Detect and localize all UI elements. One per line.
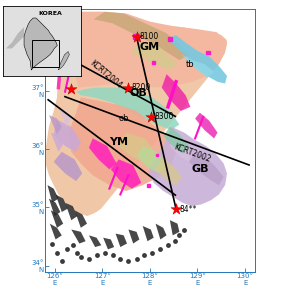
Polygon shape [24, 18, 57, 70]
Polygon shape [136, 146, 168, 173]
Point [148, 114, 153, 119]
Polygon shape [156, 154, 158, 156]
Point [134, 34, 139, 39]
Polygon shape [170, 220, 179, 235]
Polygon shape [131, 41, 178, 70]
Point [174, 207, 178, 211]
Polygon shape [163, 127, 189, 154]
Polygon shape [116, 234, 127, 247]
Polygon shape [71, 230, 86, 244]
Text: GB: GB [191, 164, 209, 174]
Polygon shape [49, 164, 74, 199]
Polygon shape [103, 238, 114, 249]
Text: KOREA: KOREA [38, 11, 62, 16]
Polygon shape [148, 184, 150, 187]
Text: 84**: 84** [179, 205, 197, 213]
Polygon shape [156, 224, 166, 239]
Text: OB: OB [129, 88, 147, 98]
Polygon shape [156, 158, 182, 185]
Polygon shape [51, 210, 63, 228]
Polygon shape [58, 52, 69, 70]
Polygon shape [128, 230, 139, 244]
Polygon shape [74, 210, 87, 228]
Polygon shape [189, 150, 224, 185]
Polygon shape [143, 226, 154, 241]
Polygon shape [58, 107, 71, 127]
Polygon shape [6, 27, 24, 48]
Text: KCRT2004: KCRT2004 [88, 58, 124, 90]
Polygon shape [65, 203, 77, 220]
Polygon shape [60, 10, 227, 88]
Polygon shape [65, 72, 67, 74]
Polygon shape [170, 136, 195, 162]
Polygon shape [206, 51, 210, 54]
Polygon shape [166, 35, 227, 84]
Polygon shape [89, 138, 116, 169]
Polygon shape [54, 152, 82, 181]
Polygon shape [76, 88, 179, 130]
Bar [32, 40, 58, 67]
Polygon shape [94, 12, 190, 60]
Text: 8300: 8300 [154, 112, 173, 121]
Polygon shape [118, 133, 159, 165]
Polygon shape [46, 9, 227, 216]
Text: ob: ob [118, 114, 129, 123]
Polygon shape [51, 133, 63, 152]
Text: 8100: 8100 [140, 32, 159, 41]
Text: GM: GM [140, 42, 160, 52]
Polygon shape [54, 120, 81, 152]
Polygon shape [89, 235, 101, 247]
Polygon shape [49, 115, 62, 134]
Text: 8200: 8200 [132, 83, 151, 92]
Polygon shape [168, 37, 172, 41]
Polygon shape [57, 66, 59, 68]
Polygon shape [133, 34, 139, 39]
Text: tb: tb [186, 60, 195, 69]
Text: YM: YM [109, 137, 128, 147]
Polygon shape [47, 185, 58, 203]
Point [126, 85, 131, 90]
Polygon shape [111, 159, 141, 189]
Polygon shape [181, 54, 214, 78]
Polygon shape [49, 199, 60, 216]
Polygon shape [50, 224, 62, 239]
Point [69, 87, 74, 92]
Polygon shape [56, 194, 68, 212]
Polygon shape [195, 113, 217, 138]
Polygon shape [152, 61, 155, 64]
Polygon shape [68, 98, 176, 191]
Polygon shape [149, 127, 227, 206]
Text: KCRT2002: KCRT2002 [173, 143, 212, 164]
Polygon shape [162, 74, 190, 111]
